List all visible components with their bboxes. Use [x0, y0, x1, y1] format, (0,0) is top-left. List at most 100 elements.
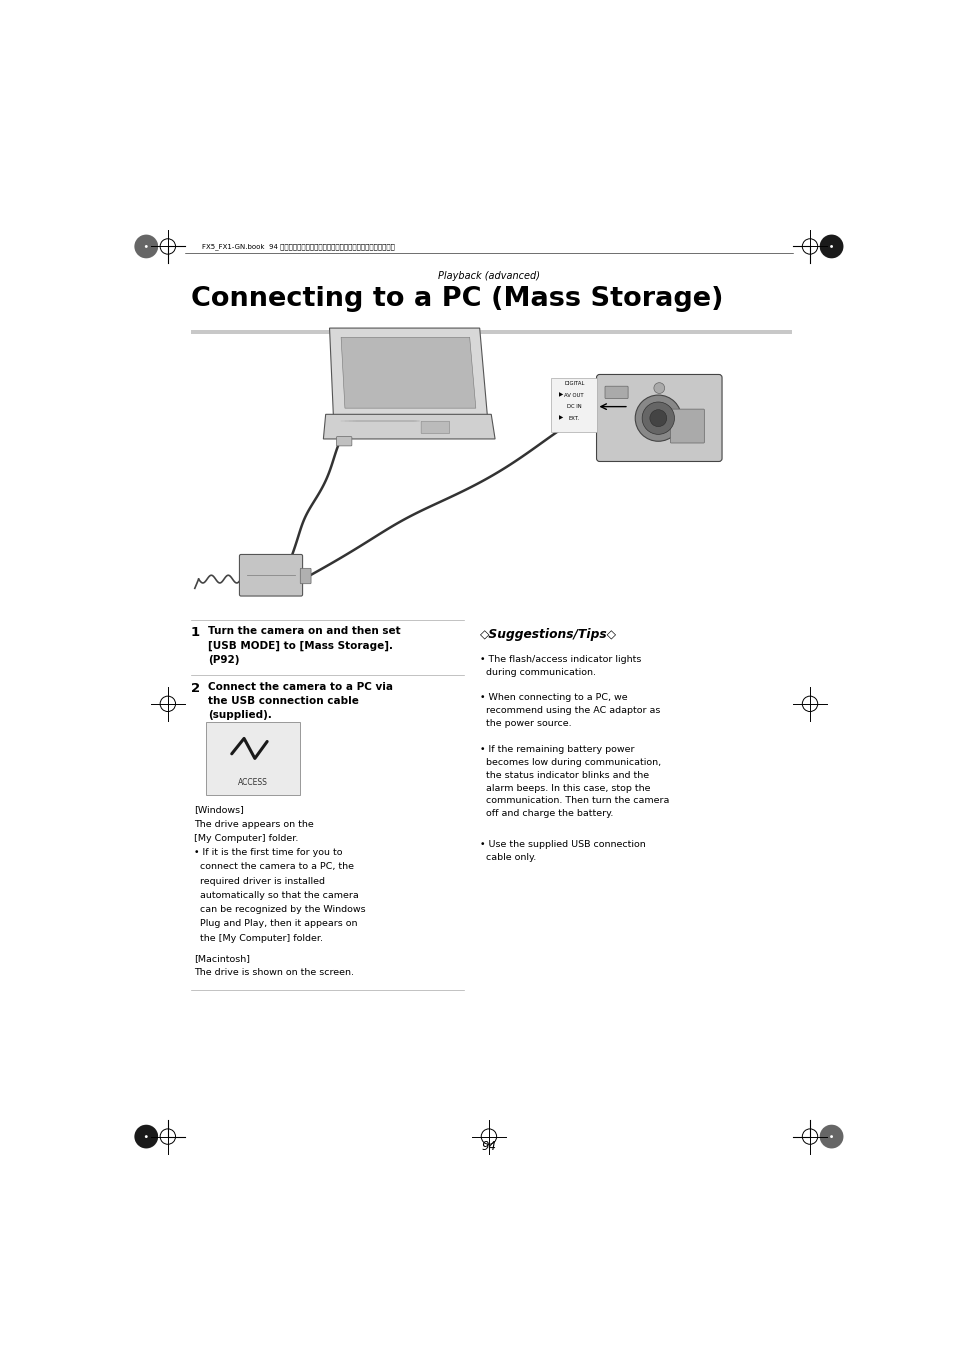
- Ellipse shape: [819, 1134, 842, 1139]
- Ellipse shape: [143, 235, 149, 259]
- Ellipse shape: [135, 241, 157, 251]
- Text: • If it is the first time for you to: • If it is the first time for you to: [193, 848, 342, 857]
- Ellipse shape: [143, 1124, 150, 1148]
- Ellipse shape: [822, 1127, 839, 1146]
- Ellipse shape: [828, 235, 834, 259]
- Text: DC IN: DC IN: [566, 404, 581, 410]
- Text: Turn the camera on and then set
[USB MODE] to [Mass Storage].
(P92): Turn the camera on and then set [USB MOD…: [208, 625, 400, 665]
- Ellipse shape: [825, 236, 836, 257]
- Ellipse shape: [134, 1134, 158, 1140]
- FancyBboxPatch shape: [604, 387, 627, 399]
- Text: EXT.: EXT.: [568, 417, 579, 422]
- Ellipse shape: [828, 1124, 834, 1148]
- Ellipse shape: [821, 240, 841, 253]
- Ellipse shape: [822, 1128, 840, 1146]
- Text: • The flash/access indicator lights
  during communication.: • The flash/access indicator lights duri…: [479, 655, 640, 677]
- Text: [My Computer] folder.: [My Computer] folder.: [193, 834, 298, 842]
- FancyBboxPatch shape: [206, 721, 300, 795]
- Ellipse shape: [135, 241, 157, 252]
- Ellipse shape: [142, 235, 150, 257]
- Ellipse shape: [821, 1128, 840, 1144]
- Ellipse shape: [143, 1124, 149, 1148]
- Ellipse shape: [820, 1132, 842, 1140]
- Ellipse shape: [141, 235, 151, 257]
- Ellipse shape: [821, 239, 840, 255]
- Ellipse shape: [820, 1132, 841, 1142]
- Ellipse shape: [134, 1132, 157, 1140]
- Ellipse shape: [819, 1134, 842, 1139]
- Text: the [My Computer] folder.: the [My Computer] folder.: [193, 934, 323, 942]
- Ellipse shape: [141, 1126, 151, 1148]
- Text: [Macintosh]: [Macintosh]: [193, 954, 250, 962]
- Ellipse shape: [824, 1126, 837, 1147]
- Ellipse shape: [138, 237, 154, 256]
- Ellipse shape: [826, 235, 836, 257]
- Ellipse shape: [142, 1126, 150, 1148]
- Text: connect the camera to a PC, the: connect the camera to a PC, the: [193, 863, 354, 871]
- Ellipse shape: [819, 1134, 842, 1140]
- Ellipse shape: [821, 1130, 841, 1143]
- Ellipse shape: [819, 244, 842, 249]
- Text: [Windows]: [Windows]: [193, 806, 244, 814]
- Ellipse shape: [137, 237, 154, 255]
- Ellipse shape: [821, 1130, 841, 1143]
- Text: ▶: ▶: [558, 392, 562, 398]
- FancyBboxPatch shape: [239, 554, 302, 596]
- Ellipse shape: [821, 1128, 840, 1144]
- Text: FX5_FX1-GN.book  94 ページ　２００３年１２月１７日　水曜日　午前９時２０分: FX5_FX1-GN.book 94 ページ ２００３年１２月１７日 水曜日 午…: [202, 243, 395, 249]
- Ellipse shape: [134, 1132, 157, 1140]
- Ellipse shape: [820, 241, 841, 251]
- Ellipse shape: [140, 236, 152, 257]
- Text: • When connecting to a PC, we
  recommend using the AC adaptor as
  the power so: • When connecting to a PC, we recommend …: [479, 693, 659, 728]
- Ellipse shape: [824, 236, 837, 257]
- Ellipse shape: [134, 1134, 158, 1139]
- Ellipse shape: [134, 244, 158, 249]
- FancyBboxPatch shape: [670, 410, 703, 443]
- Ellipse shape: [827, 1124, 834, 1148]
- Ellipse shape: [143, 1124, 150, 1148]
- Ellipse shape: [135, 1130, 156, 1143]
- Ellipse shape: [820, 243, 842, 251]
- Text: 2: 2: [191, 682, 200, 694]
- Ellipse shape: [819, 1134, 842, 1140]
- Ellipse shape: [135, 1131, 157, 1142]
- Text: • If the remaining battery power
  becomes low during communication,
  the statu: • If the remaining battery power becomes…: [479, 745, 668, 818]
- Ellipse shape: [822, 1128, 840, 1146]
- Ellipse shape: [820, 241, 841, 252]
- Text: AV OUT: AV OUT: [564, 392, 583, 398]
- Polygon shape: [323, 414, 495, 439]
- Ellipse shape: [823, 1127, 838, 1146]
- Ellipse shape: [821, 1130, 841, 1143]
- Ellipse shape: [820, 241, 841, 252]
- Ellipse shape: [140, 236, 152, 257]
- Ellipse shape: [823, 1127, 838, 1146]
- Ellipse shape: [139, 237, 153, 256]
- Ellipse shape: [819, 1134, 842, 1139]
- Ellipse shape: [143, 235, 150, 259]
- Ellipse shape: [821, 1130, 841, 1143]
- Ellipse shape: [135, 1132, 157, 1142]
- Ellipse shape: [135, 1131, 157, 1142]
- Ellipse shape: [828, 235, 833, 259]
- Ellipse shape: [823, 237, 838, 256]
- FancyBboxPatch shape: [300, 569, 311, 584]
- Text: Playback (advanced): Playback (advanced): [437, 271, 539, 282]
- Polygon shape: [329, 328, 487, 417]
- Ellipse shape: [142, 235, 150, 257]
- Ellipse shape: [137, 239, 155, 255]
- Ellipse shape: [828, 1124, 833, 1148]
- Ellipse shape: [143, 235, 150, 259]
- Ellipse shape: [827, 235, 835, 257]
- Ellipse shape: [822, 237, 840, 255]
- Ellipse shape: [820, 1132, 842, 1140]
- Ellipse shape: [822, 237, 839, 256]
- Ellipse shape: [135, 240, 156, 253]
- Ellipse shape: [826, 1126, 836, 1148]
- Ellipse shape: [825, 1126, 836, 1147]
- Text: Connect the camera to a PC via
the USB connection cable
(supplied).: Connect the camera to a PC via the USB c…: [208, 682, 393, 720]
- Ellipse shape: [822, 237, 840, 255]
- Ellipse shape: [821, 239, 840, 255]
- Ellipse shape: [828, 1124, 834, 1148]
- Text: Plug and Play, then it appears on: Plug and Play, then it appears on: [193, 919, 357, 929]
- Text: The drive appears on the: The drive appears on the: [193, 820, 314, 829]
